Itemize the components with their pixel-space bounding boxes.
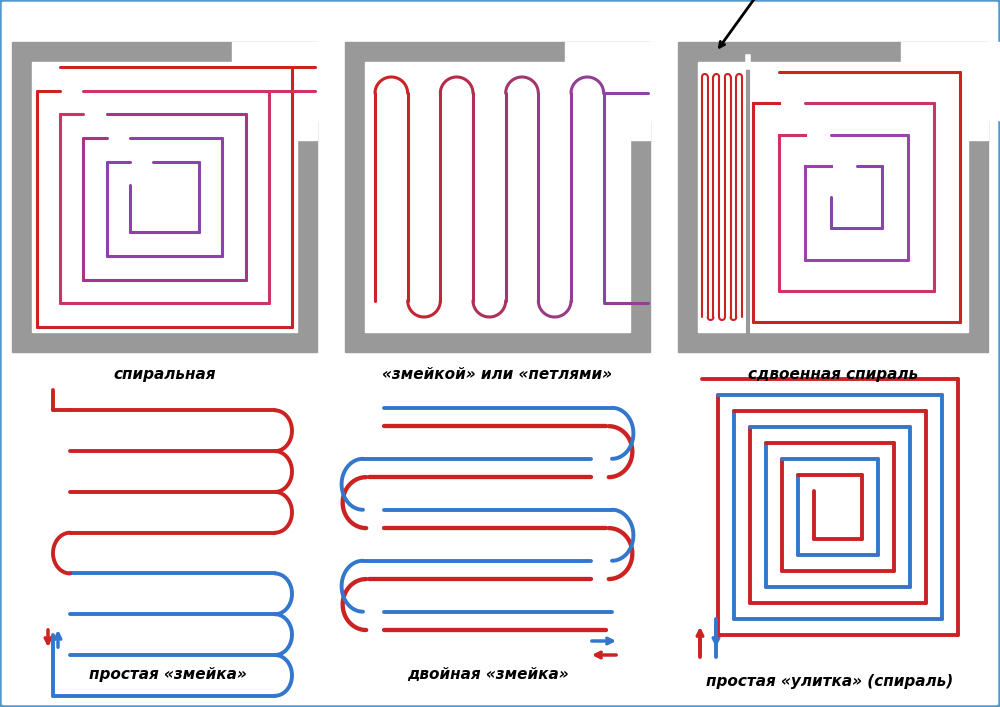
Bar [678, 42, 988, 352]
Text: простая «змейка»: простая «змейка» [89, 667, 246, 682]
Bar [345, 42, 650, 352]
Text: простая «улитка» (спираль): простая «улитка» (спираль) [706, 674, 954, 689]
Bar [32, 62, 297, 332]
Text: «змейкой» или «петлями»: «змейкой» или «петлями» [382, 367, 612, 382]
Bar [12, 42, 317, 352]
Text: двойная «змейка»: двойная «змейка» [407, 667, 568, 682]
Text: Уменьшенный шаг в
холодной зоне: Уменьшенный шаг в холодной зоне [699, 0, 857, 47]
Bar [698, 62, 968, 332]
Bar [252, 42, 337, 119]
Bar [565, 42, 650, 139]
Bar [585, 42, 670, 119]
Bar [901, 42, 988, 139]
Bar [921, 42, 1000, 119]
Bar [365, 62, 630, 332]
Text: сдвоенная спираль: сдвоенная спираль [748, 367, 918, 382]
Bar [232, 42, 317, 139]
Text: спиральная: спиральная [113, 367, 216, 382]
